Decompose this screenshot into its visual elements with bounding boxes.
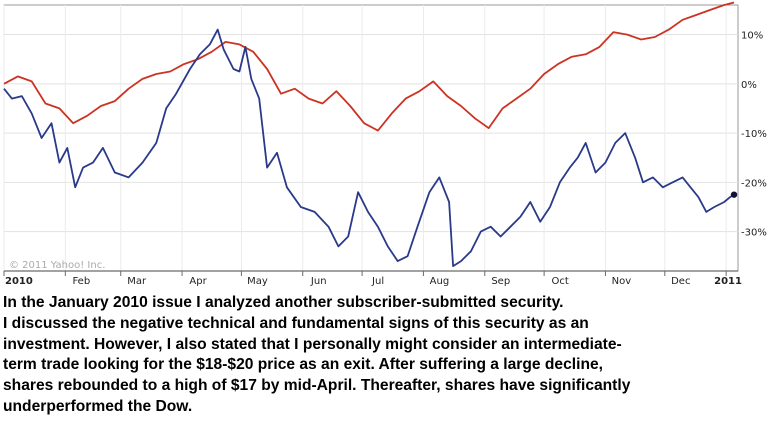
caption-line: investment. However, I also stated that … [3, 335, 622, 353]
x-tick-label: May [247, 276, 268, 287]
y-grid [4, 34, 738, 233]
series-line-blue [3, 28, 735, 268]
y-tick-label: 0% [741, 80, 757, 91]
commentary-caption: In the January 2010 issue I analyzed ano… [3, 293, 769, 418]
x-tick-label: Apr [189, 276, 207, 287]
x-tick-label: Oct [551, 276, 568, 287]
x-tick-label: Jun [310, 276, 327, 287]
caption-line: underperformed the Dow. [3, 397, 193, 415]
caption-line: term trade looking for the $18-$20 price… [3, 356, 603, 374]
series-endpoint-marker [730, 191, 738, 198]
x-tick-label: Mar [127, 276, 147, 287]
x-tick-label: Dec [671, 276, 690, 287]
series-line-red [3, 1, 735, 132]
y-tick-label: -30% [741, 228, 767, 239]
series-layer [3, 1, 738, 268]
x-tick-label: Nov [612, 276, 632, 287]
x-tick-label: Jul [371, 276, 384, 287]
caption-line: In the January 2010 issue I analyzed ano… [3, 294, 564, 311]
x-tick-label: Sep [491, 276, 510, 287]
y-tick-label: -10% [741, 129, 767, 140]
plot-area [3, 4, 739, 272]
x-grid [3, 5, 727, 276]
x-tick-labels: 2010 Feb Mar Apr May Jun Jul Aug Sep Oct Nov Dec 201… [5, 276, 742, 287]
yahoo-watermark: © 2011 Yahoo! Inc. [9, 260, 105, 271]
x-tick-label: 2010 [5, 276, 33, 287]
y-tick-label: -20% [741, 178, 767, 189]
x-tick-label: Aug [430, 276, 450, 287]
caption-line: shares rebounded to a high of $17 by mid… [3, 377, 631, 395]
x-tick-label: 2011 [714, 276, 742, 287]
stock-comparison-chart: 10% 0% -10% -20% -30% 2010 Feb Mar Apr May Jun Jul… [3, 1, 767, 287]
caption-line: I discussed the negative technical and f… [3, 314, 589, 332]
x-tick-label: Feb [72, 276, 90, 287]
y-tick-label: 10% [741, 31, 763, 42]
y-tick-labels: 10% 0% -10% -20% -30% [741, 31, 767, 239]
